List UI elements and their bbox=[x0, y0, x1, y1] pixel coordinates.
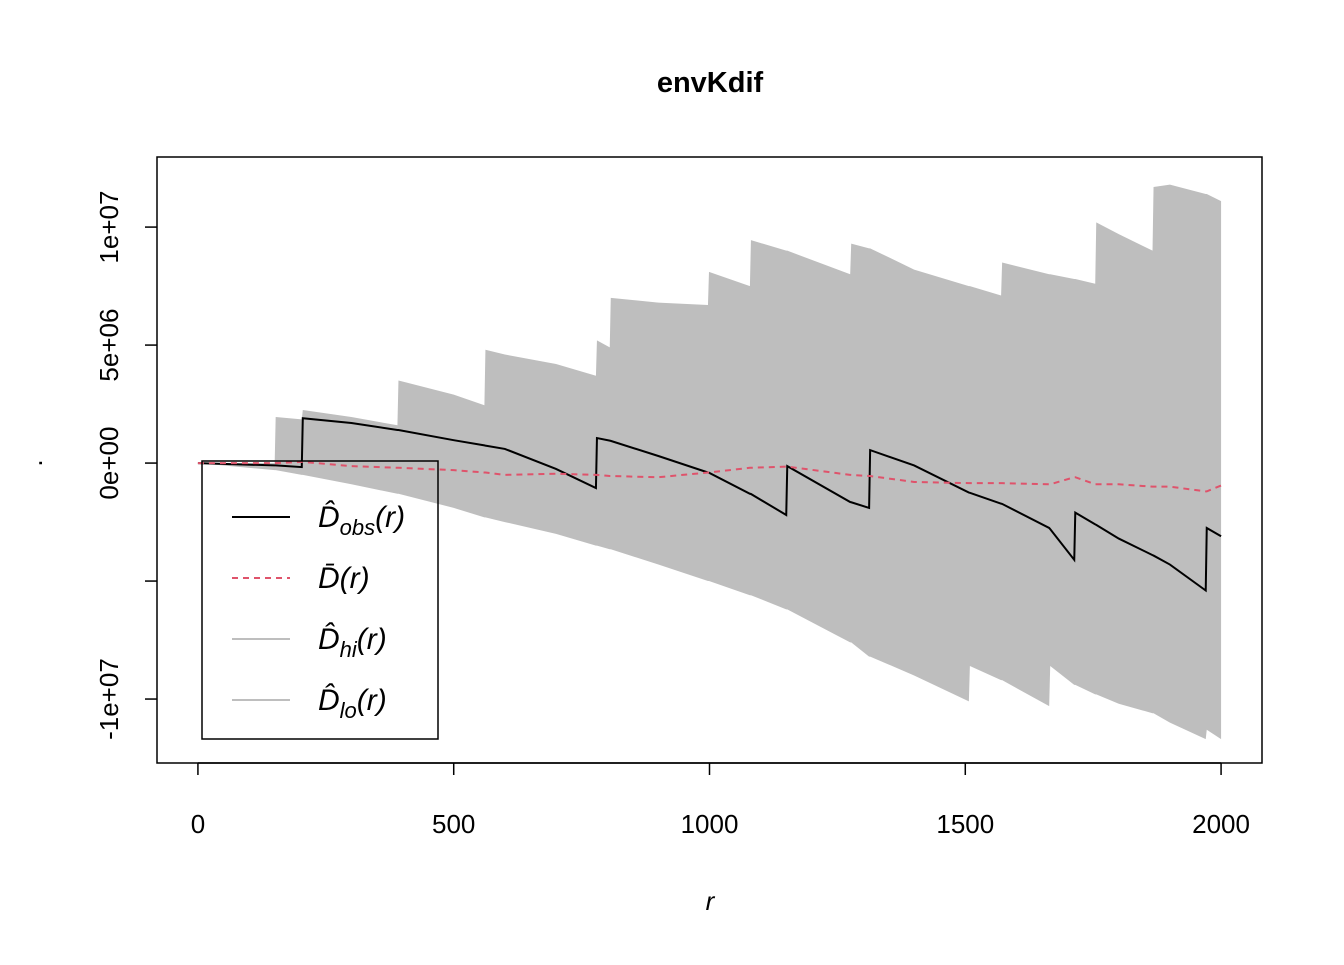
series-line bbox=[197, 417, 1222, 593]
legend-argument: (r) bbox=[357, 684, 387, 717]
legend-symbol: D̂ bbox=[318, 501, 340, 534]
y-tick-label: 1e+07 bbox=[94, 191, 124, 264]
y-tick-label: 0e+00 bbox=[94, 427, 124, 500]
legend-subscript: hi bbox=[340, 637, 358, 662]
x-tick-label: 0 bbox=[191, 809, 205, 839]
legend-label: D̄(r) bbox=[318, 562, 370, 595]
y-tick-label: -1e+07 bbox=[94, 658, 124, 740]
legend-argument: (r) bbox=[357, 623, 387, 656]
legend-argument: (r) bbox=[375, 501, 405, 534]
x-axis-label: r bbox=[706, 886, 716, 916]
legend-symbol: D̂ bbox=[318, 623, 340, 656]
series-line bbox=[197, 460, 1222, 493]
y-axis-label: . bbox=[18, 459, 48, 466]
legend-label: D̂lo(r) bbox=[318, 684, 387, 723]
x-tick-label: 500 bbox=[432, 809, 475, 839]
legend-box bbox=[201, 460, 439, 740]
legend-label: D̂hi(r) bbox=[318, 623, 387, 662]
legend-argument: (r) bbox=[340, 562, 370, 595]
x-tick-label: 1500 bbox=[936, 809, 994, 839]
x-tick-label: 1000 bbox=[681, 809, 739, 839]
legend-subscript: obs bbox=[340, 515, 375, 540]
legend-subscript: lo bbox=[340, 698, 357, 723]
y-tick-label: 5e+06 bbox=[94, 309, 124, 382]
envelope-band bbox=[197, 184, 1222, 740]
legend-symbol: D̄ bbox=[318, 562, 340, 595]
legend-symbol: D̂ bbox=[318, 684, 340, 717]
legend-label: D̂obs(r) bbox=[318, 501, 405, 540]
x-tick-label: 2000 bbox=[1192, 809, 1250, 839]
chart-title: envKdif bbox=[657, 67, 764, 99]
